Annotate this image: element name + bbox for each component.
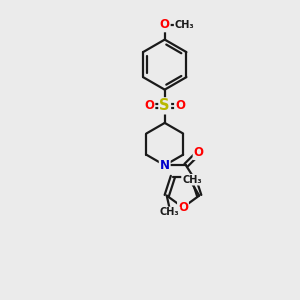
- Text: N: N: [160, 159, 170, 172]
- Text: O: O: [144, 99, 154, 112]
- Text: CH₃: CH₃: [175, 20, 194, 30]
- Text: O: O: [194, 146, 204, 159]
- Text: CH₃: CH₃: [160, 207, 179, 218]
- Text: O: O: [178, 201, 188, 214]
- Text: O: O: [160, 18, 170, 32]
- Text: CH₃: CH₃: [182, 175, 202, 185]
- Text: S: S: [160, 98, 170, 113]
- Text: O: O: [175, 99, 185, 112]
